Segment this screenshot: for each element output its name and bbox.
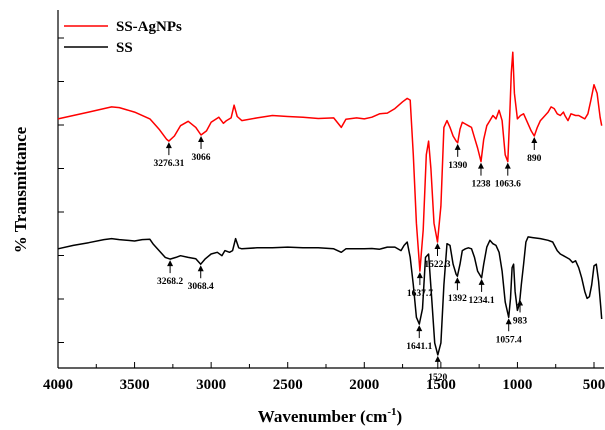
peak-arrow-head-1063-6 — [504, 162, 511, 169]
plot-frame — [57, 10, 604, 369]
legend-label-ss: SS — [116, 40, 133, 56]
x-tick-label-3000: 3000 — [196, 377, 226, 393]
peak-arrow-head-1522-3 — [434, 243, 441, 250]
peak-arrow-head-3066 — [198, 135, 205, 142]
peak-label-3068-4: 3068.4 — [188, 282, 214, 292]
y-ticks — [58, 37, 64, 387]
peak-label-1641-1: 1641.1 — [406, 342, 432, 352]
peak-arrow-head-1390 — [454, 143, 461, 150]
peak-label-1057-4: 1057.4 — [496, 335, 522, 345]
peak-arrow-head-1238 — [477, 162, 484, 169]
x-tick-label-4000: 4000 — [43, 377, 73, 393]
peak-label-3276-31: 3276.31 — [153, 159, 184, 169]
peak-label-3268-2: 3268.2 — [157, 277, 183, 287]
peak-label-983: 983 — [513, 316, 528, 326]
legend: SS-AgNPs SS — [64, 19, 182, 56]
x-tick-label-2000: 2000 — [349, 377, 379, 393]
peak-label-3066: 3066 — [192, 153, 211, 163]
x-tick-label-500: 500 — [583, 377, 605, 393]
series-line-ss-agnps — [57, 51, 603, 272]
peak-arrow-head-1234-1 — [478, 278, 485, 285]
peak-label-890: 890 — [527, 154, 542, 164]
peak-arrow-head-3276-31 — [165, 142, 172, 149]
peak-arrow-head-890 — [531, 136, 538, 143]
peak-arrow-head-1637-7 — [416, 272, 423, 279]
series-layer — [57, 51, 603, 356]
peak-label-1522-3: 1522.3 — [424, 260, 450, 270]
x-tick-label-1500: 1500 — [426, 377, 456, 393]
x-tick-label-2500: 2500 — [273, 377, 303, 393]
x-axis-title-sup: -1 — [387, 406, 396, 418]
peak-arrow-head-3268-2 — [167, 260, 174, 267]
legend-label-ss-agnps: SS-AgNPs — [116, 19, 182, 35]
peak-arrow-head-3068-4 — [197, 265, 204, 272]
annotation-layer: 3276.31 3066 1637.7 1522.3 1390 1238 1063.6 890… — [153, 135, 542, 383]
peak-arrow-head-1520 — [434, 355, 441, 362]
peak-arrow-head-1057-4 — [505, 318, 512, 325]
peak-label-1063-6: 1063.6 — [495, 180, 521, 190]
x-tick-label-1000: 1000 — [502, 377, 532, 393]
peak-label-1520: 1520 — [428, 373, 447, 383]
series-line-ss — [57, 236, 603, 356]
peak-label-1392: 1392 — [448, 294, 467, 304]
x-axis-title-end: ) — [397, 407, 403, 426]
y-axis-title: % Transmittance — [11, 126, 30, 253]
x-tick-label-3500: 3500 — [120, 377, 150, 393]
peak-arrow-head-1392 — [454, 277, 461, 284]
peak-label-1234-1: 1234.1 — [469, 296, 495, 306]
peak-arrow-head-983 — [517, 299, 524, 306]
peak-arrow-head-1641-1 — [416, 325, 423, 332]
peak-label-1637-7: 1637.7 — [407, 289, 433, 299]
peak-label-1390: 1390 — [448, 161, 467, 171]
x-axis-title: Wavenumber (cm-1) — [258, 406, 402, 426]
x-axis-title-main: Wavenumber (cm — [258, 407, 388, 426]
x-ticks: 4000 3500 3000 2500 2000 1500 1000 500 — [43, 362, 605, 393]
peak-label-1238: 1238 — [471, 180, 490, 190]
